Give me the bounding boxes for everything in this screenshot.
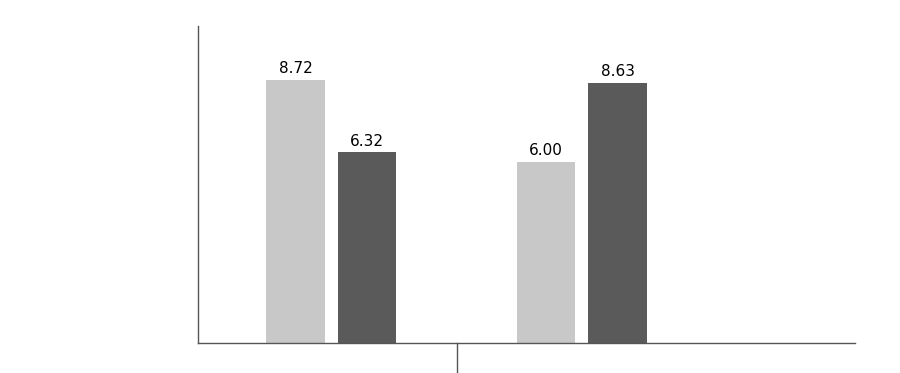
Bar (589, 82, 647, 343)
Text: 6.00: 6.00 (529, 143, 563, 159)
Bar (338, 152, 396, 343)
Bar (517, 162, 575, 343)
Text: 8.72: 8.72 (279, 61, 312, 76)
Text: 8.63: 8.63 (600, 64, 634, 79)
Text: 6.32: 6.32 (350, 134, 384, 149)
Bar (266, 80, 325, 343)
